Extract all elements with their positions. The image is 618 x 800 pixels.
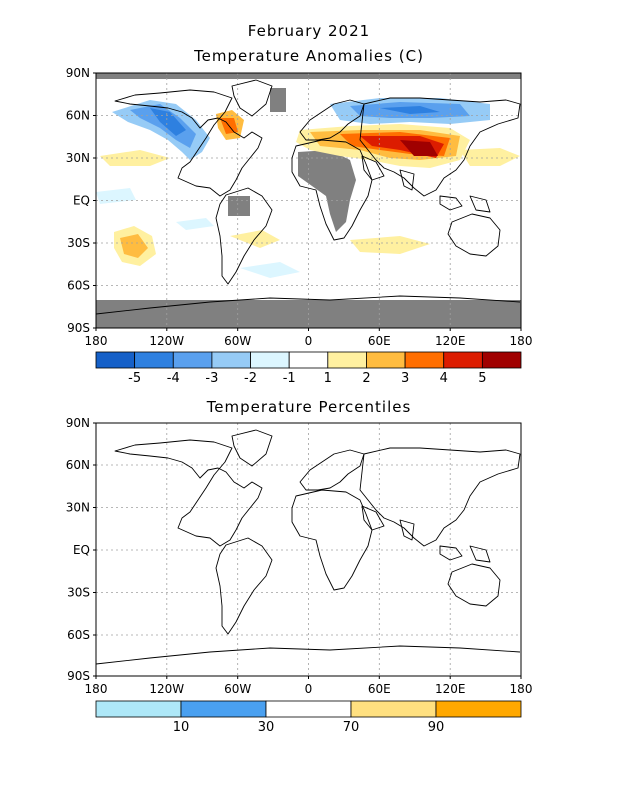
lat-label: 90S xyxy=(67,669,90,683)
anomaly-colorbar-swatch xyxy=(134,351,174,369)
lon-label: 180 xyxy=(85,334,108,348)
anomaly-colorbar-swatch xyxy=(172,351,213,369)
lat-label: 30S xyxy=(67,586,90,600)
percentile-colorbar-label: 90 xyxy=(428,720,445,735)
anomaly-colorbar-swatch xyxy=(404,351,445,369)
anomaly-colorbar-swatch xyxy=(211,351,251,369)
anomaly-map: 90N 60N 30N EQ 30S 60S 90S 180 120W 60W … xyxy=(66,66,533,348)
anomaly-colorbar-label: 2 xyxy=(362,371,370,386)
lat-label: 90S xyxy=(67,321,90,335)
lat-label: 60S xyxy=(67,628,90,642)
figure-title: February 2021 xyxy=(247,22,371,40)
lat-label: EQ xyxy=(73,543,90,557)
lon-label: 120E xyxy=(435,682,466,696)
anomaly-colorbar: -5 -4 -3 -2 -1 1 2 3 4 5 xyxy=(95,351,522,386)
anomaly-colorbar-swatch xyxy=(95,351,136,369)
anomaly-colorbar-label: 4 xyxy=(440,371,448,386)
lon-label: 60E xyxy=(368,334,391,348)
percentile-ticks xyxy=(93,422,522,679)
lon-label: 60W xyxy=(224,334,251,348)
anomaly-colorbar-label: 5 xyxy=(478,371,486,386)
lon-label: 60E xyxy=(368,682,391,696)
lat-label: 60N xyxy=(66,109,90,123)
percentile-colorbar: 10 30 70 90 xyxy=(95,700,522,735)
percentile-colorbar-swatch xyxy=(95,700,182,718)
anomaly-colorbar-label: -4 xyxy=(167,371,180,386)
lon-label: 120W xyxy=(149,334,184,348)
anomaly-colorbar-label: 3 xyxy=(401,371,409,386)
missing-data-arctic xyxy=(96,73,521,79)
lat-label: 90N xyxy=(66,66,90,80)
lon-label: 0 xyxy=(305,334,313,348)
lon-label: 120W xyxy=(149,682,184,696)
percentile-colorbar-swatch xyxy=(350,700,437,718)
anomaly-colorbar-swatch xyxy=(327,351,367,369)
anomaly-ticks xyxy=(93,72,522,331)
anomaly-colorbar-label: -5 xyxy=(128,371,141,386)
percentile-colorbar-label: 10 xyxy=(173,720,190,735)
anomaly-colorbar-swatch xyxy=(288,351,329,369)
lat-label: 30N xyxy=(66,151,90,165)
anomaly-colorbar-swatch xyxy=(443,351,483,369)
percentile-colorbar-swatch xyxy=(435,700,522,718)
anomaly-colorbar-swatch xyxy=(250,351,290,369)
percentile-graticule xyxy=(96,423,521,676)
anomaly-colorbar-label: -3 xyxy=(205,371,218,386)
anomaly-colorbar-label: -2 xyxy=(244,371,257,386)
lon-label: 60W xyxy=(224,682,251,696)
percentile-map-title: Temperature Percentiles xyxy=(206,398,412,416)
percentile-colorbar-label: 70 xyxy=(343,720,360,735)
percentile-map: 90N 60N 30N EQ 30S 60S 90S 180 120W 60W … xyxy=(66,416,533,696)
anomaly-colorbar-swatch xyxy=(366,351,406,369)
lat-label: 30N xyxy=(66,501,90,515)
lat-label: 60N xyxy=(66,458,90,472)
percentile-colorbar-swatch xyxy=(265,700,352,718)
lon-label: 180 xyxy=(85,682,108,696)
lat-label: 60S xyxy=(67,279,90,293)
anomaly-graticule xyxy=(96,73,521,328)
lat-label: 90N xyxy=(66,416,90,430)
lon-label: 120E xyxy=(435,334,466,348)
anomaly-colorbar-label: -1 xyxy=(283,371,296,386)
lon-label: 0 xyxy=(305,682,313,696)
lat-label: EQ xyxy=(73,194,90,208)
lon-label: 180 xyxy=(510,334,533,348)
lat-label: 30S xyxy=(67,236,90,250)
anomaly-colorbar-swatch xyxy=(481,351,522,369)
anomaly-colorbar-label: 1 xyxy=(324,371,332,386)
lon-label: 180 xyxy=(510,682,533,696)
percentile-colorbar-swatch xyxy=(180,700,267,718)
percentile-colorbar-label: 30 xyxy=(258,720,275,735)
anomaly-map-title: Temperature Anomalies (C) xyxy=(194,47,424,65)
